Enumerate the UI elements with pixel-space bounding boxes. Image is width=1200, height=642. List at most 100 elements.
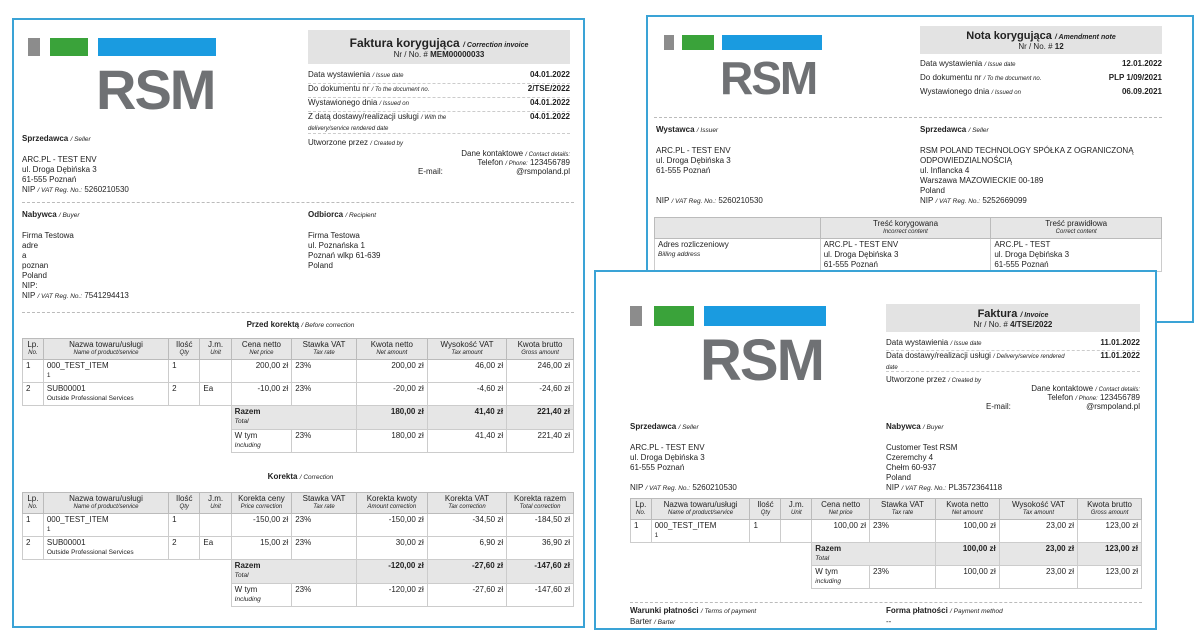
seller-label-en: / Seller (678, 424, 699, 431)
col-header: Cena netto Net price (811, 498, 870, 520)
col-header-pl: Stawka VAT (302, 340, 346, 349)
cell: SUB00001 Outside Professional Services (42, 382, 170, 406)
meta-label: Z datą dostawy/realizacji usługi (308, 112, 419, 121)
cell: 1 (630, 519, 652, 543)
meta-label: Do dokumentu nr (308, 84, 370, 93)
contact-label-en: / Contact details: (525, 152, 570, 158)
total-row: Razem Total 180,00 zł 41,40 zł 221,40 zł (23, 405, 574, 430)
cell (780, 519, 813, 543)
nr-label: Nr / No. # (1018, 42, 1053, 51)
seller-line: ul. Droga Dębińska 3 (630, 453, 705, 462)
seller-block: Sprzedawca / Seller ARC.PL - TEST ENV ul… (630, 422, 870, 494)
invoice-title: Faktura korygująca (349, 36, 460, 50)
col-header-en: Net amount (376, 350, 408, 356)
col-header-en: Name of product/service (668, 510, 734, 516)
cell: 36,90 zł (506, 536, 574, 560)
col-header-pl: J.m. (207, 340, 224, 349)
col-header-pl: Lp. (635, 500, 647, 509)
total-gross: 123,00 zł (1077, 542, 1142, 566)
seller-line: ul. Droga Dębińska 3 (22, 165, 97, 174)
incl-label: W tym Including (230, 429, 293, 453)
issuer-line: ul. Droga Dębińska 3 (656, 156, 731, 165)
invoice-title-box: Faktura korygująca / Correction invoice … (308, 30, 570, 64)
correct-line: ARC.PL - TEST (994, 240, 1051, 249)
terms-value: Barter (630, 617, 652, 626)
correct-line: 61-555 Poznań (994, 260, 1049, 269)
cell: 200,00 zł (355, 359, 428, 383)
cell: 000_TEST_ITEM 1 (42, 359, 170, 383)
table-row: 2 SUB00001 Outside Professional Services … (22, 382, 574, 406)
nip-label: NIP (22, 291, 36, 300)
col-header-en: Tax amount (1022, 510, 1054, 516)
recipient-block: Odbiorca / Recipient Firma Testowa ul. P… (308, 210, 570, 271)
col-header-pl: Ilość (176, 340, 193, 349)
issuer-nip: 5260210530 (718, 196, 763, 205)
buyer-label-en: / Buyer (922, 424, 944, 431)
meta-label: Data wystawienia (886, 338, 949, 347)
email: E-mail: @rsmpoland.pl (308, 167, 570, 176)
meta-label-en: / Issued on (379, 101, 409, 107)
cell: ARC.PL - TEST ENV ul. Droga Dębińska 3 61-… (819, 238, 992, 272)
total-tax: 41,40 zł (426, 405, 508, 430)
seller-line: ul. Inflancka 4 (920, 166, 970, 175)
col-header: Nazwa towaru/usługi Name of product/servi… (42, 338, 170, 360)
col-header-pl: Korekta razem (514, 494, 567, 503)
invoice-meta: Data wystawienia / Issue date 04.01.2022 … (308, 70, 570, 176)
col-header: J.m. Unit (199, 492, 232, 514)
divider (654, 117, 1162, 118)
cell: 23% (291, 513, 357, 537)
issuer-label-en: / Issuer (696, 127, 719, 134)
meta-label-en: / Issue date (950, 341, 982, 347)
col-header: Ilość Qty (749, 498, 782, 520)
table-header-row: Treść korygowana Incorrect content Treść … (654, 217, 1162, 239)
meta-row: Data wystawienia / Issue date 04.01.2022 (308, 70, 570, 84)
col-header-en: Net price (249, 350, 274, 356)
col-header-pl: Kwota brutto (517, 340, 563, 349)
total-tax: -27,60 zł (426, 559, 508, 584)
terms-value-en: / Barter (654, 619, 676, 626)
before-correction-heading: Przed korektą / Before correction (14, 320, 583, 329)
col-header-pl: J.m. (788, 500, 804, 509)
col-header-pl: Stawka VAT (881, 500, 924, 509)
seller-line: 61-555 Poznań (22, 175, 77, 184)
meta-row: Z datą dostawy/realizacji usługi / With … (308, 112, 570, 134)
item-name: 000_TEST_ITEM (654, 521, 717, 530)
form-label: Forma płatności (886, 606, 948, 615)
col-header-en: No. (28, 504, 38, 510)
buyer-line: Firma Testowa (22, 231, 74, 240)
recipient-label-en: / Recipient (345, 212, 377, 219)
cell: 30,00 zł (355, 536, 428, 560)
col-header-en: Price correction (240, 504, 283, 510)
meta-value: 12.01.2022 (1121, 59, 1162, 68)
col-header-pl: Korekta ceny (238, 494, 285, 503)
col-header: Stawka VAT Tax rate (291, 338, 357, 360)
item-name: SUB00001 (46, 384, 86, 393)
col-header: Treść korygowana Incorrect content (819, 217, 992, 239)
col-header-en: No. (636, 510, 646, 516)
created-by-label: Utworzone przez (308, 138, 369, 147)
seller-label-en: / Seller (70, 136, 91, 143)
meta-label: Wystawionego dnia (308, 98, 378, 107)
col-header-en: Net amount (951, 510, 983, 516)
cell: 246,00 zł (506, 359, 574, 383)
meta-value: 06.09.2021 (1121, 87, 1162, 96)
incl-label-en: Including (234, 442, 261, 449)
cell: ARC.PL - TEST ul. Droga Dębińska 3 61-555 … (990, 238, 1162, 272)
col-header-en: Gross amount (521, 350, 559, 356)
nip-label-en: / VAT Reg. No.: (37, 293, 83, 300)
cell: 1 (168, 513, 201, 537)
total-gross: -147,60 zł (506, 559, 574, 584)
buyer-nip: 7541294413 (84, 291, 129, 300)
logo-gray-bar (630, 306, 642, 326)
issuer-label: Wystawca (656, 125, 695, 134)
including-row: W tym Including 23% -120,00 zł -27,60 zł … (23, 583, 574, 607)
created-by-label-en: / Created by (948, 378, 981, 384)
invoice-table: Lp. No. Nazwa towaru/usługi Name of produc… (630, 498, 1142, 589)
incl-gross: -147,60 zł (506, 583, 574, 607)
cell: 2 (22, 382, 44, 406)
divider (22, 202, 574, 203)
col-header-en: Total correction (519, 504, 561, 510)
cell (23, 560, 232, 584)
cell: -10,00 zł (230, 382, 293, 406)
seller-line: Warszawa MAZOWIECKIE 00-189 (920, 176, 1044, 185)
